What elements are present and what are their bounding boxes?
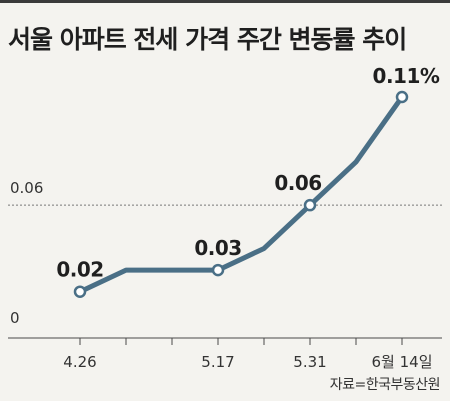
data-point-marker [303,198,317,212]
data-point-marker [211,263,225,277]
x-tick-label: 5.31 [293,353,326,371]
series-line [77,94,405,295]
data-point-marker [73,285,87,298]
data-label: 0.11% [373,64,440,88]
data-label: 0.06 [274,171,321,195]
y-tick-label: 0.06 [10,179,43,197]
x-tick-label: 5.17 [201,353,234,371]
x-tick-label: 4.26 [63,353,96,371]
y-tick-label: 0 [10,309,20,327]
data-label: 0.03 [194,236,241,260]
source-note: 자료=한국부동산원 [329,377,441,393]
top-rule [0,0,450,3]
data-label: 0.02 [56,258,103,282]
chart-title: 서울 아파트 전세 가격 주간 변동률 추이 [8,25,407,54]
data-point-marker [395,90,409,104]
x-tick-label: 6월 14일 [372,353,433,371]
